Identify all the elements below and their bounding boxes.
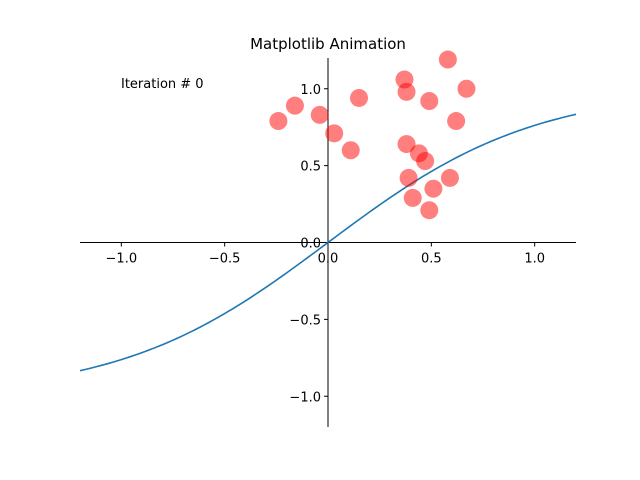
- tanh-curve: [79, 113, 577, 372]
- scatter-point: [424, 179, 443, 198]
- y-tick-label: 0.5: [300, 160, 321, 175]
- scatter-point: [403, 188, 422, 207]
- scatter-point: [438, 50, 457, 69]
- x-tick-label: −0.5: [209, 252, 241, 267]
- scatter-point: [269, 112, 288, 131]
- scatter-point: [350, 88, 368, 107]
- x-tick-label: −1.0: [106, 252, 138, 267]
- scatter-point: [325, 124, 344, 143]
- scatter-point: [399, 168, 418, 187]
- y-tick-label: 1.0: [300, 83, 321, 98]
- chart-title: Matplotlib Animation: [250, 35, 406, 53]
- scatter-point: [310, 105, 329, 124]
- scatter-point: [397, 82, 416, 101]
- scatter-point: [397, 135, 416, 154]
- curve-layer: [79, 113, 577, 372]
- x-tick-label: 1.0: [524, 252, 545, 267]
- y-tick-label: −1.0: [289, 390, 321, 405]
- scatter-point: [285, 96, 304, 115]
- scatter-point: [341, 141, 360, 160]
- scatter-point: [416, 152, 435, 171]
- iteration-label: Iteration # 0: [121, 77, 204, 92]
- x-tick-label: 0.0: [318, 252, 339, 267]
- x-tick-label: 0.5: [421, 252, 442, 267]
- scatter-point: [420, 201, 439, 220]
- y-tick-label: −0.5: [289, 313, 321, 328]
- scatter-point: [457, 79, 476, 98]
- x-axis-ticks: −1.0 −0.5 0.0 0.5 1.0: [106, 242, 545, 267]
- scatter-points: [269, 50, 476, 220]
- scatter-point: [440, 168, 459, 187]
- scatter-point: [420, 92, 439, 111]
- scatter-point: [447, 112, 466, 131]
- y-tick-label: 0.0: [300, 237, 321, 252]
- y-axis-ticks: −1.0 −0.5 0.0 0.5 1.0: [289, 83, 328, 405]
